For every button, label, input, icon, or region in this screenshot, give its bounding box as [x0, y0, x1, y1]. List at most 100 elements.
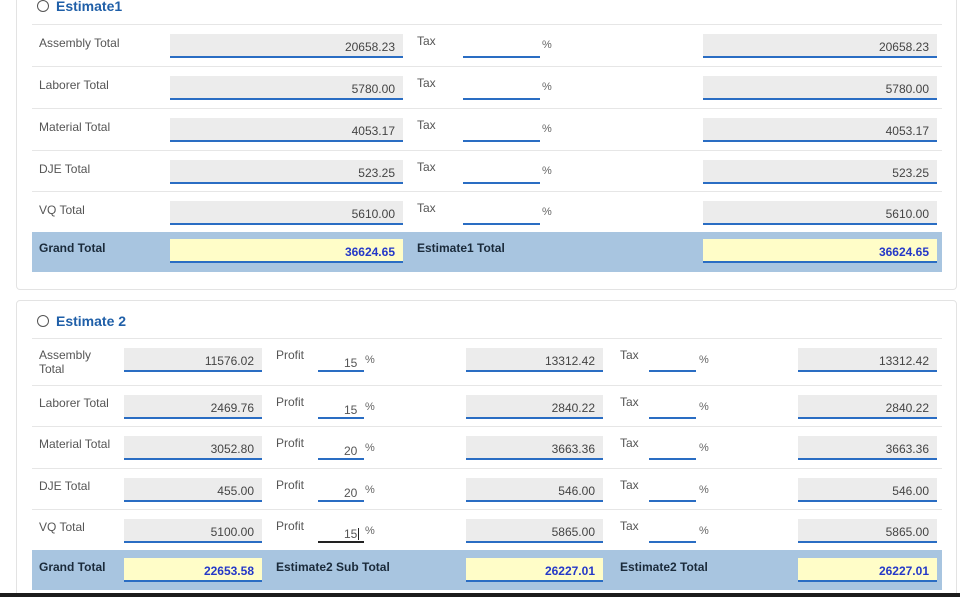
- tax-input[interactable]: [463, 78, 540, 100]
- estimate2-row-vq: VQ Total 5100.00 Profit 15 % 5865.00 Tax…: [32, 509, 942, 550]
- tax-label: Tax: [417, 160, 436, 174]
- vq-total-field: 5100.00: [124, 519, 262, 543]
- tax-input[interactable]: [649, 438, 696, 460]
- profit-value: 15: [344, 527, 358, 541]
- row-label: Assembly Total: [39, 36, 120, 50]
- dje-total-field: 523.25: [170, 160, 403, 184]
- row-label: DJE Total: [39, 479, 91, 493]
- profit-label: Profit: [276, 519, 305, 533]
- estimate1-total-field: 36624.65: [703, 239, 937, 263]
- estimate1-header: Estimate1: [37, 0, 122, 14]
- tax-label: Tax: [417, 34, 436, 48]
- tax-input[interactable]: [649, 480, 696, 502]
- percent-sign: %: [699, 484, 709, 496]
- profit-input-focused[interactable]: 15: [318, 521, 364, 543]
- estimate2-row-assembly: Assembly Total 11576.02 Profit 15 % 13312…: [32, 338, 942, 385]
- profit-input[interactable]: 15: [318, 397, 364, 419]
- profit-label: Profit: [276, 478, 305, 492]
- estimate2-radio[interactable]: [37, 315, 49, 327]
- estimate1-row-vq: VQ Total 5610.00 Tax % 5610.00: [32, 191, 942, 232]
- profit-input[interactable]: 20: [318, 480, 364, 502]
- profit-value: 15: [344, 356, 358, 370]
- percent-sign: %: [365, 525, 375, 537]
- grand-total-label: Grand Total: [39, 560, 106, 574]
- material-result-field: 3663.36: [798, 436, 937, 460]
- laborer-result-field: 2840.22: [798, 395, 937, 419]
- estimate1-title: Estimate1: [56, 0, 123, 14]
- profit-input[interactable]: 20: [318, 438, 364, 460]
- assembly-result-field: 13312.42: [798, 348, 937, 372]
- row-label-line1: Assembly: [39, 348, 92, 362]
- dje-result-field: 523.25: [703, 160, 937, 184]
- tax-input[interactable]: [463, 120, 540, 142]
- text-cursor: [358, 528, 360, 540]
- percent-sign: %: [365, 484, 375, 496]
- tax-input[interactable]: [649, 397, 696, 419]
- percent-sign: %: [542, 39, 552, 51]
- tax-label: Tax: [417, 118, 436, 132]
- profit-value: 15: [344, 403, 358, 417]
- percent-sign: %: [699, 442, 709, 454]
- profit-input[interactable]: 15: [318, 350, 364, 372]
- grand-total-field: 22653.58: [124, 558, 262, 582]
- row-label: Assembly Total: [39, 348, 91, 376]
- percent-sign: %: [699, 354, 709, 366]
- vq-subtotal-field: 5865.00: [466, 519, 603, 543]
- tax-label: Tax: [620, 436, 639, 450]
- profit-label: Profit: [276, 395, 305, 409]
- estimate1-row-assembly: Assembly Total 20658.23 Tax % 20658.23: [32, 24, 942, 66]
- estimate2-subtotal-label: Estimate2 Sub Total: [276, 560, 390, 574]
- estimate1-panel: Estimate1 Assembly Total 20658.23 Tax % …: [16, 0, 957, 290]
- estimate2-subtotal-field: 26227.01: [466, 558, 603, 582]
- dje-subtotal-field: 546.00: [466, 478, 603, 502]
- tax-input[interactable]: [649, 521, 696, 543]
- profit-label: Profit: [276, 348, 305, 362]
- percent-sign: %: [699, 401, 709, 413]
- estimate1-row-laborer: Laborer Total 5780.00 Tax % 5780.00: [32, 66, 942, 108]
- profit-value: 20: [344, 486, 358, 500]
- material-result-field: 4053.17: [703, 118, 937, 142]
- estimate1-radio[interactable]: [37, 0, 49, 12]
- tax-label: Tax: [417, 201, 436, 215]
- percent-sign: %: [365, 354, 375, 366]
- estimate2-header: Estimate 2: [37, 313, 126, 329]
- vq-result-field: 5610.00: [703, 201, 937, 225]
- percent-sign: %: [542, 165, 552, 177]
- tax-label: Tax: [417, 76, 436, 90]
- dje-total-field: 455.00: [124, 478, 262, 502]
- percent-sign: %: [699, 525, 709, 537]
- tax-input[interactable]: [463, 203, 540, 225]
- tax-input[interactable]: [463, 162, 540, 184]
- profit-value: 20: [344, 444, 358, 458]
- estimate2-row-dje: DJE Total 455.00 Profit 20 % 546.00 Tax …: [32, 468, 942, 509]
- assembly-subtotal-field: 13312.42: [466, 348, 603, 372]
- estimate2-total-field: 26227.01: [798, 558, 937, 582]
- estimate2-grand-total-bar: Grand Total 22653.58 Estimate2 Sub Total…: [32, 550, 942, 590]
- window-bottom-edge: [0, 593, 960, 597]
- vq-total-field: 5610.00: [170, 201, 403, 225]
- percent-sign: %: [542, 206, 552, 218]
- estimate2-panel: Estimate 2 Assembly Total 11576.02 Profit…: [16, 300, 957, 597]
- tax-input[interactable]: [649, 350, 696, 372]
- percent-sign: %: [542, 81, 552, 93]
- row-label: VQ Total: [39, 203, 85, 217]
- tax-label: Tax: [620, 519, 639, 533]
- assembly-result-field: 20658.23: [703, 34, 937, 58]
- row-label: Laborer Total: [39, 396, 109, 410]
- estimate1-total-label: Estimate1 Total: [417, 241, 505, 255]
- estimate1-grand-total-bar: Grand Total 36624.65 Estimate1 Total 366…: [32, 232, 942, 272]
- grand-total-label: Grand Total: [39, 241, 106, 255]
- laborer-total-field: 2469.76: [124, 395, 262, 419]
- laborer-total-field: 5780.00: [170, 76, 403, 100]
- material-total-field: 4053.17: [170, 118, 403, 142]
- tax-input[interactable]: [463, 36, 540, 58]
- vq-result-field: 5865.00: [798, 519, 937, 543]
- row-label: VQ Total: [39, 520, 85, 534]
- row-label: DJE Total: [39, 162, 91, 176]
- estimate1-row-material: Material Total 4053.17 Tax % 4053.17: [32, 108, 942, 150]
- tax-label: Tax: [620, 348, 639, 362]
- estimate2-row-material: Material Total 3052.80 Profit 20 % 3663.…: [32, 426, 942, 468]
- estimate2-row-laborer: Laborer Total 2469.76 Profit 15 % 2840.2…: [32, 385, 942, 426]
- grand-total-field: 36624.65: [170, 239, 403, 263]
- percent-sign: %: [542, 123, 552, 135]
